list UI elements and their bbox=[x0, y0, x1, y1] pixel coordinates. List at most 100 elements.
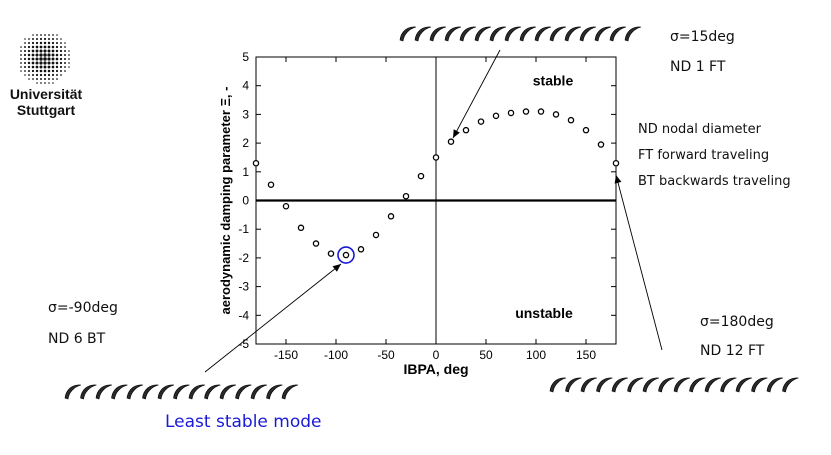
logo-dot bbox=[60, 38, 62, 40]
data-point bbox=[552, 111, 560, 118]
logo-dot bbox=[68, 66, 70, 68]
logo-dot bbox=[59, 61, 63, 65]
data-point bbox=[447, 138, 455, 145]
arrow-top-head bbox=[453, 129, 460, 138]
logo-dot bbox=[51, 69, 55, 73]
logo-dot bbox=[51, 73, 55, 77]
logo-dot bbox=[47, 69, 51, 73]
y-tick-label: -5 bbox=[238, 337, 249, 351]
blade-right-row bbox=[611, 377, 629, 393]
logo-dot bbox=[60, 70, 62, 72]
blade-left-row bbox=[173, 384, 190, 400]
logo-dot bbox=[47, 45, 51, 49]
blade-left-row bbox=[64, 384, 82, 400]
blade-top-row bbox=[594, 26, 612, 42]
logo-dot bbox=[20, 70, 22, 72]
annotation-top-mode: ND 1 FT bbox=[670, 59, 726, 75]
blade-right-row bbox=[735, 377, 753, 393]
blade-right-row bbox=[673, 377, 691, 393]
blade-top-row bbox=[444, 26, 462, 42]
blade-right-row bbox=[720, 377, 737, 393]
blade-top-row bbox=[549, 26, 567, 42]
logo-dot bbox=[47, 37, 51, 41]
blade-left-row bbox=[157, 384, 175, 400]
least-stable-highlight bbox=[337, 246, 355, 264]
logo-dot bbox=[43, 41, 47, 45]
logo-dot bbox=[31, 49, 35, 53]
logo-dot bbox=[52, 78, 54, 80]
logo-dot bbox=[44, 34, 46, 36]
logo-dot bbox=[24, 70, 26, 72]
logo-dot bbox=[59, 49, 63, 53]
logo-dot bbox=[24, 66, 26, 68]
data-point bbox=[612, 159, 620, 167]
blade-top-row bbox=[519, 26, 537, 42]
logo-dot bbox=[20, 66, 22, 68]
logo-dot bbox=[31, 73, 35, 77]
logo-dot bbox=[35, 57, 39, 61]
logo-dot bbox=[64, 62, 66, 64]
logo-dot bbox=[20, 46, 22, 48]
logo-dot bbox=[35, 41, 39, 45]
y-tick-label: 5 bbox=[242, 50, 249, 64]
logo-dot bbox=[68, 50, 70, 52]
logo-dot bbox=[39, 41, 43, 45]
legend-bt: BT backwards traveling bbox=[638, 174, 791, 189]
logo-dot bbox=[36, 34, 38, 36]
university-name: Universität Stuttgart bbox=[0, 86, 92, 118]
logo-dot bbox=[44, 82, 46, 84]
logo-dot bbox=[48, 34, 50, 36]
blade-top-row bbox=[414, 26, 432, 42]
blade-top-row bbox=[489, 26, 507, 42]
annotation-top-sigma: σ=15deg bbox=[670, 29, 735, 45]
arrow-right-head bbox=[614, 175, 622, 184]
blade-top-row bbox=[459, 26, 477, 42]
x-tick-label: 0 bbox=[433, 348, 440, 362]
logo-dot bbox=[20, 62, 22, 64]
logo-dot bbox=[60, 74, 62, 76]
logo-dot bbox=[47, 65, 51, 69]
blade-left-row bbox=[80, 384, 97, 400]
logo-dot bbox=[59, 57, 63, 61]
logo-dot bbox=[59, 53, 63, 57]
logo-dot bbox=[51, 57, 55, 61]
logo-dot bbox=[40, 82, 42, 84]
logo-dot bbox=[24, 46, 26, 48]
x-tick-label: -100 bbox=[324, 348, 348, 362]
logo-dot bbox=[43, 49, 47, 53]
legend-ft: FT forward traveling bbox=[638, 148, 770, 163]
logo-dot bbox=[51, 41, 55, 45]
logo-line-2: Stuttgart bbox=[16, 102, 76, 118]
data-point bbox=[417, 172, 425, 180]
logo-dot bbox=[43, 57, 47, 61]
blade-top-row bbox=[399, 26, 417, 42]
blade-top-row bbox=[429, 26, 447, 42]
data-point bbox=[567, 116, 575, 124]
data-point bbox=[342, 251, 350, 259]
blade-right-row bbox=[642, 377, 660, 393]
logo-dot bbox=[31, 69, 35, 73]
data-point bbox=[267, 181, 275, 188]
blade-right-row bbox=[704, 377, 722, 393]
annotation-right-mode: ND 12 FT bbox=[700, 343, 765, 359]
blade-left-row bbox=[204, 384, 221, 400]
blade-right-row bbox=[580, 377, 598, 393]
y-axis-label: aerodynamic damping parameter Ξ, - bbox=[218, 87, 233, 315]
logo-dot bbox=[36, 78, 38, 80]
logo-dot bbox=[64, 54, 66, 56]
logo-dot bbox=[28, 74, 30, 76]
logo-dot bbox=[55, 69, 59, 73]
logo-dot bbox=[35, 61, 39, 65]
data-point bbox=[252, 159, 260, 167]
blade-right-row bbox=[549, 377, 567, 393]
logo-dot bbox=[39, 65, 43, 69]
arrow-least-stable-head bbox=[332, 264, 341, 272]
logo-dot bbox=[23, 57, 27, 61]
y-tick-label: 4 bbox=[242, 79, 249, 93]
logo-dot bbox=[35, 45, 39, 49]
least-stable-label: Least stable mode bbox=[165, 412, 322, 432]
logo-dot bbox=[31, 61, 35, 65]
logo-dot bbox=[23, 53, 27, 57]
logo-dot bbox=[39, 69, 43, 73]
